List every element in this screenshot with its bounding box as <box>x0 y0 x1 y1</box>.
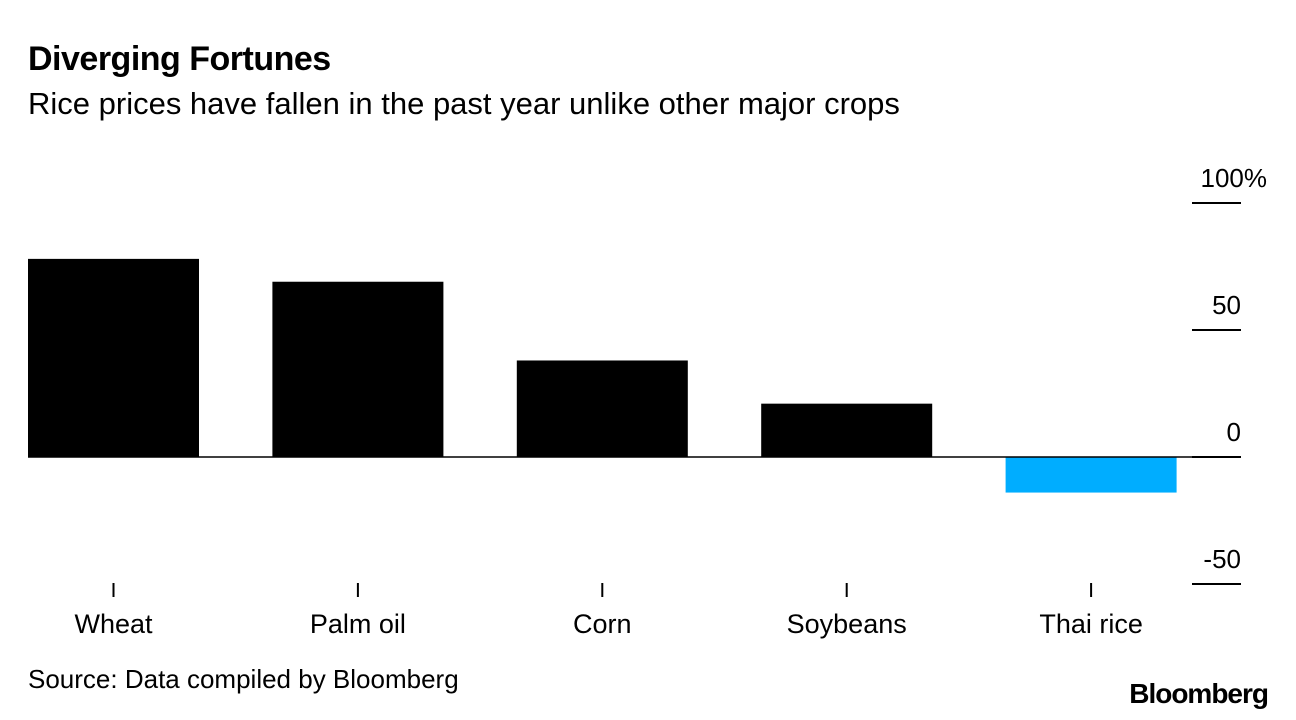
brand-logo: Bloomberg <box>1129 678 1269 709</box>
x-tick-label: Wheat <box>74 609 153 639</box>
bar-wheat <box>28 258 199 457</box>
y-tick-label: 100% <box>1201 163 1268 193</box>
x-tick-label: Corn <box>573 609 632 639</box>
x-tick-label: Soybeans <box>787 609 907 639</box>
bar-corn <box>516 360 688 457</box>
chart-subtitle: Rice prices have fallen in the past year… <box>28 86 900 121</box>
bar-thai-rice <box>1005 457 1177 493</box>
x-tick-label: Thai rice <box>1039 609 1143 639</box>
bar-palm-oil <box>272 281 444 457</box>
chart-title: Diverging Fortunes <box>28 40 331 78</box>
bar-soybeans <box>761 403 933 457</box>
y-tick-label: 50 <box>1212 290 1241 320</box>
source-note: Source: Data compiled by Bloomberg <box>28 664 459 694</box>
y-tick-label: 0 <box>1227 417 1241 447</box>
y-tick-label: -50 <box>1203 544 1241 574</box>
x-tick-label: Palm oil <box>310 609 406 639</box>
